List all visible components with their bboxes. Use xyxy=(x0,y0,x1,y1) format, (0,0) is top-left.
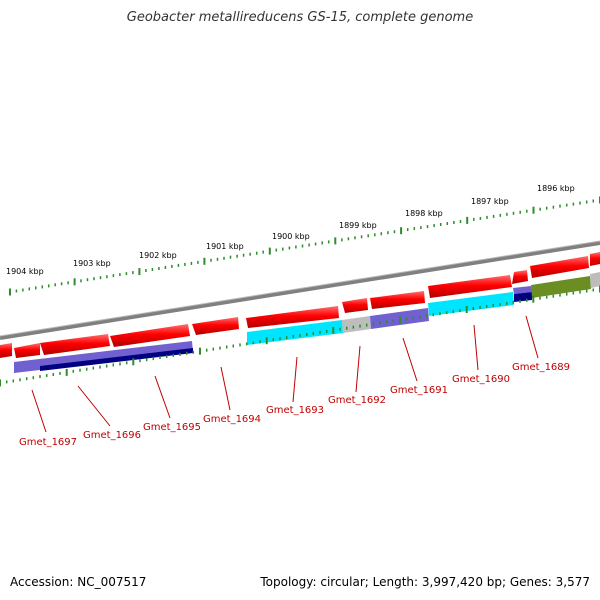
gene-label-gmet-1689: Gmet_1689 xyxy=(512,362,570,373)
cds-arrow xyxy=(428,275,512,298)
genome-summary: Topology: circular; Length: 3,997,420 bp… xyxy=(260,575,590,589)
kbp-label-1903: 1903 kbp xyxy=(73,259,111,268)
gene-label-gmet-1690: Gmet_1690 xyxy=(452,374,510,385)
map-title: Geobacter metallireducens GS-15, complet… xyxy=(126,10,474,25)
feature-bar-purple xyxy=(513,286,532,294)
feature-bar-cyan xyxy=(428,292,514,316)
kbp-label-1900: 1900 kbp xyxy=(272,232,310,241)
gene-label-gmet-1696: Gmet_1696 xyxy=(83,430,141,441)
gene-label-gmet-1693: Gmet_1693 xyxy=(266,405,324,416)
cds-arrow xyxy=(530,256,589,278)
cds-arrow xyxy=(342,298,368,313)
kbp-label-1898: 1898 kbp xyxy=(405,209,443,218)
kbp-label-1904: 1904 kbp xyxy=(6,267,44,276)
kbp-label-1901: 1901 kbp xyxy=(206,242,244,251)
gene-label-gmet-1692: Gmet_1692 xyxy=(328,395,386,406)
outer-tick-ring xyxy=(9,196,600,296)
feature-bar-cyan xyxy=(247,320,343,345)
cds-arrow xyxy=(40,334,110,355)
cds-arrow xyxy=(370,291,425,309)
genome-backbone xyxy=(0,241,600,340)
kbp-label-1896: 1896 kbp xyxy=(537,184,575,193)
feature-bar-navy xyxy=(514,292,532,302)
accession-label: Accession: NC_007517 xyxy=(10,575,147,589)
cds-features xyxy=(0,252,600,358)
label-leaders xyxy=(31,315,539,433)
cds-arrow xyxy=(590,252,600,266)
feature-bar-olive xyxy=(531,276,591,298)
feature-bar-navy xyxy=(40,348,193,371)
leader-line xyxy=(154,375,171,419)
leader-line xyxy=(292,356,298,403)
leader-line xyxy=(473,324,479,371)
cds-arrow xyxy=(14,343,40,358)
kbp-label-1902: 1902 kbp xyxy=(139,251,177,260)
feature-bar-gray xyxy=(590,272,600,288)
leader-line xyxy=(77,385,111,427)
gene-label-gmet-1694: Gmet_1694 xyxy=(203,414,261,425)
feature-bars xyxy=(14,272,600,373)
cds-arrow xyxy=(0,343,12,358)
cds-arrow xyxy=(110,324,190,347)
cds-arrow xyxy=(512,270,528,284)
leader-line xyxy=(31,389,47,433)
gene-label-gmet-1691: Gmet_1691 xyxy=(390,385,448,396)
cds-arrow xyxy=(246,306,339,328)
gene-label-gmet-1695: Gmet_1695 xyxy=(143,422,201,433)
leader-line xyxy=(525,315,539,359)
cds-arrow xyxy=(192,317,239,335)
kbp-labels: 1904 kbp 1903 kbp 1902 kbp 1901 kbp 1900… xyxy=(6,184,575,276)
feature-bar-gray xyxy=(342,316,371,333)
leader-line xyxy=(402,337,418,382)
gene-labels: Gmet_1697 Gmet_1696 Gmet_1695 Gmet_1694 … xyxy=(19,362,570,448)
kbp-label-1897: 1897 kbp xyxy=(471,197,509,206)
leader-line xyxy=(220,366,231,411)
leader-line xyxy=(355,345,361,393)
inner-tick-ring xyxy=(0,285,600,387)
kbp-label-1899: 1899 kbp xyxy=(339,221,377,230)
gene-label-gmet-1697: Gmet_1697 xyxy=(19,437,77,448)
